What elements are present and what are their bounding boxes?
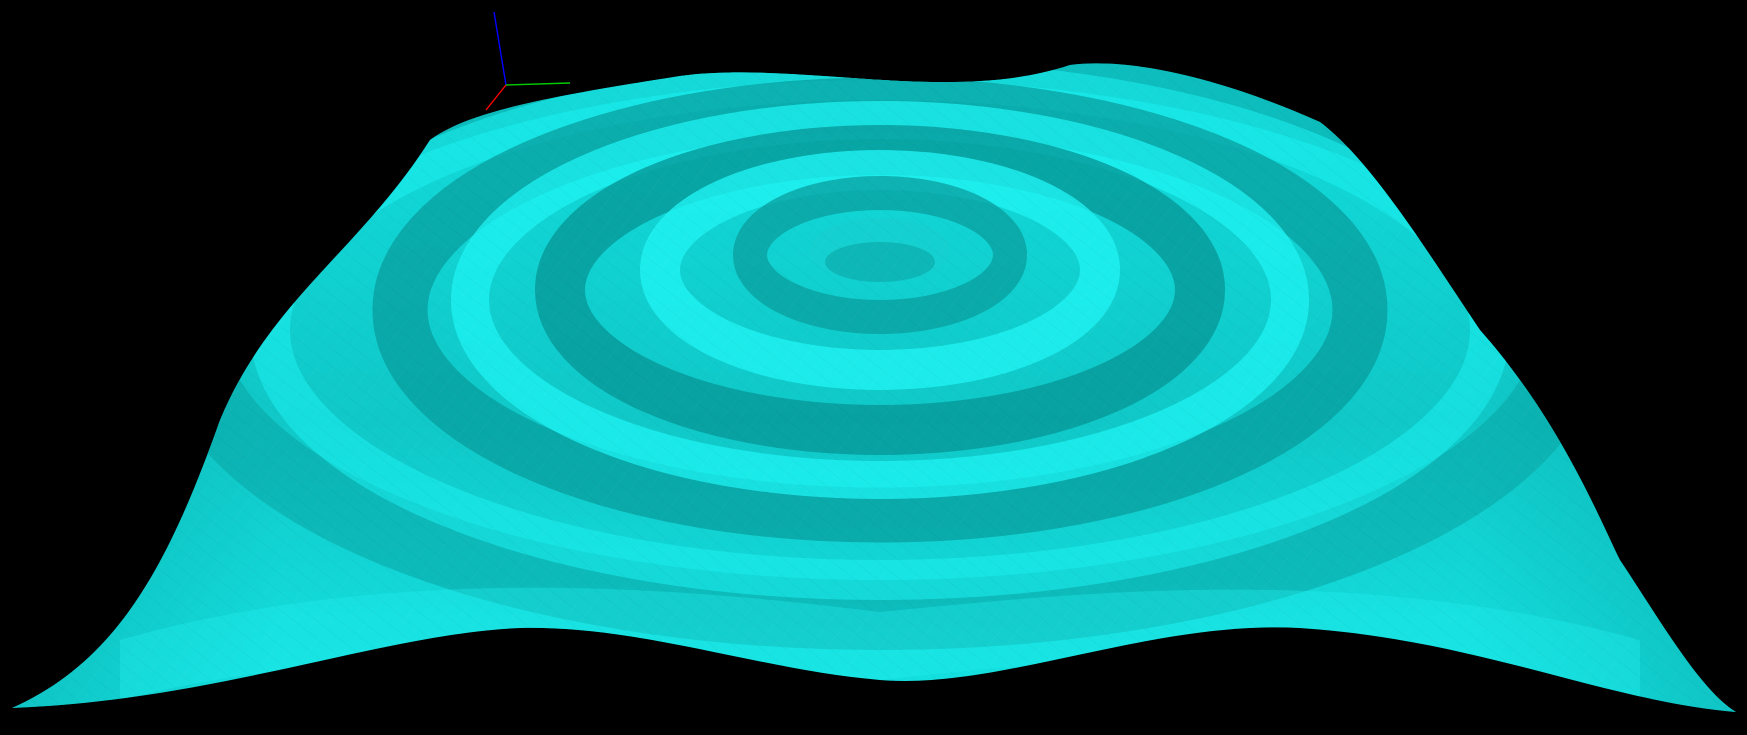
axes-triad [485, 11, 571, 111]
z-axis-line [493, 11, 507, 86]
y-axis-line [505, 82, 571, 86]
x-axis-line [485, 84, 507, 111]
